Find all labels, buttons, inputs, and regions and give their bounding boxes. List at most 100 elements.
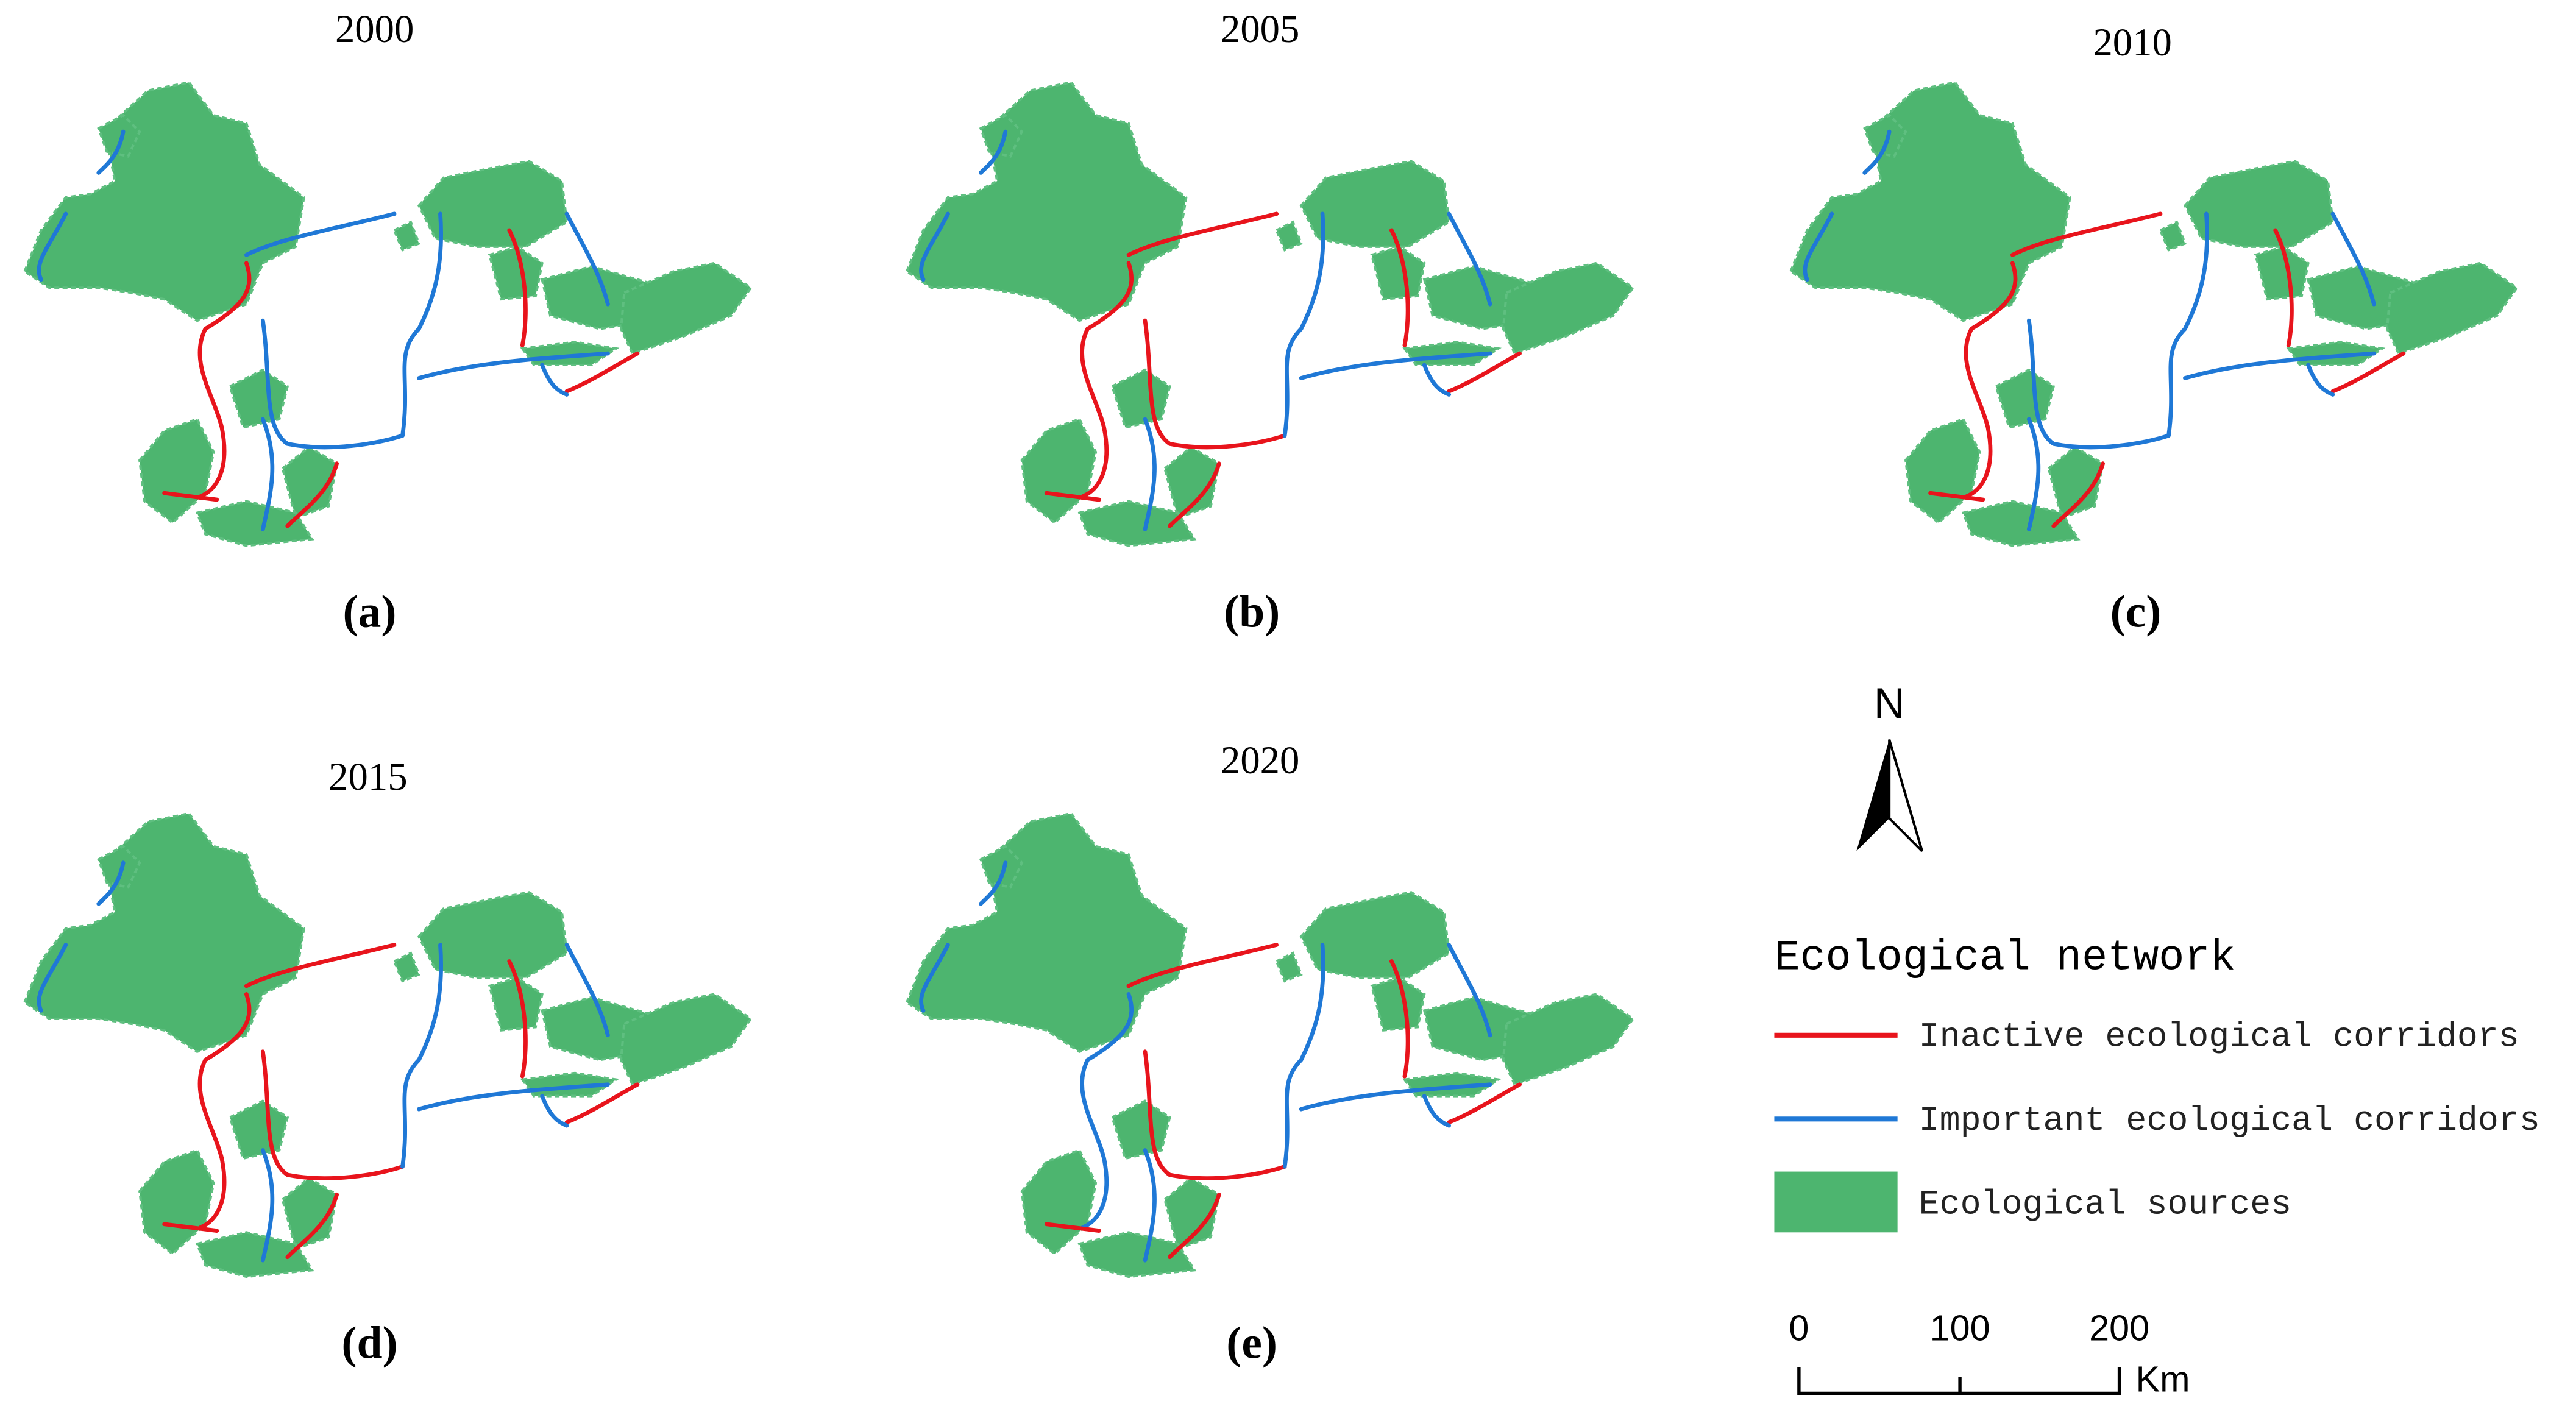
corridor xyxy=(564,351,640,394)
corridor xyxy=(2026,417,2041,531)
corridor xyxy=(1168,1192,1221,1260)
legend-title: Ecological network xyxy=(1774,935,2235,983)
corridor xyxy=(400,211,444,438)
ecological-source xyxy=(1863,113,1907,158)
panel-year: 2020 xyxy=(1221,738,1299,782)
corridor xyxy=(1389,228,1410,347)
ecological-source xyxy=(281,445,338,520)
scale-line xyxy=(1797,1367,2121,1395)
ecological-source xyxy=(1299,160,1450,248)
corridor xyxy=(1080,261,1134,498)
ecological-source xyxy=(979,113,1024,158)
corridor xyxy=(2183,351,2376,380)
ecological-source xyxy=(417,160,569,248)
ecological-source xyxy=(1789,81,2071,322)
panel-year: 2015 xyxy=(328,754,407,798)
ecological-source xyxy=(1077,1231,1197,1278)
ecological-source xyxy=(97,845,141,889)
scale-label: 100 xyxy=(1930,1308,1990,1349)
corridor xyxy=(1422,1094,1452,1128)
arrow-right xyxy=(1888,739,1924,853)
panel-label: (c) xyxy=(2110,587,2162,637)
ecological-source xyxy=(228,368,289,429)
corridor xyxy=(285,461,339,528)
corridor xyxy=(1282,943,1325,1169)
corridor xyxy=(1447,943,1492,1038)
ecological-source xyxy=(392,951,421,983)
ecological-source xyxy=(195,500,314,547)
corridor xyxy=(162,491,219,502)
ecological-source xyxy=(2047,445,2104,520)
corridor xyxy=(2306,363,2335,397)
legend: Ecological network Inactive ecological c… xyxy=(1774,935,2540,1233)
corridor xyxy=(979,860,1008,906)
corridor xyxy=(1126,211,1279,257)
ecological-source xyxy=(228,1099,289,1160)
ecological-source xyxy=(97,113,141,158)
ecological-source xyxy=(905,81,1188,322)
corridor xyxy=(285,1192,339,1260)
ecological-source xyxy=(1110,1099,1171,1160)
map-panel xyxy=(905,81,1635,547)
ecological-source xyxy=(1994,368,2056,429)
ecological-source xyxy=(2254,245,2310,301)
ecological-source xyxy=(1502,261,1635,355)
corridor xyxy=(2010,211,2163,257)
panel-label: (d) xyxy=(341,1317,397,1368)
ecological-source xyxy=(138,1149,215,1255)
scale-label: 200 xyxy=(2089,1308,2149,1349)
corridor xyxy=(1080,992,1134,1230)
corridor xyxy=(507,959,528,1079)
corridor xyxy=(1389,959,1410,1079)
corridor xyxy=(417,1082,610,1112)
ecological-source xyxy=(23,81,305,322)
ecological-source xyxy=(488,976,544,1032)
corridor xyxy=(197,992,252,1230)
ecological-source xyxy=(619,993,753,1087)
north-arrow: N xyxy=(1856,679,1924,853)
corridor xyxy=(1143,417,1157,531)
ecological-source xyxy=(1077,500,1197,547)
ecological-source xyxy=(2159,220,2187,252)
ecological-source xyxy=(1904,417,1981,525)
ecological-source xyxy=(1370,976,1426,1032)
corridor xyxy=(540,1094,569,1128)
scale-label: 0 xyxy=(1789,1308,1809,1349)
corridor xyxy=(197,261,252,498)
corridor xyxy=(1143,1148,1157,1263)
panel-label: (b) xyxy=(1224,587,1280,637)
corridor xyxy=(162,1222,219,1233)
map-panel xyxy=(1789,81,2519,547)
panel-label: (e) xyxy=(1226,1317,1277,1368)
corridor xyxy=(979,129,1008,175)
ecological-source xyxy=(392,220,421,252)
legend-green-patch xyxy=(1774,1171,1898,1233)
corridor xyxy=(2026,318,2171,450)
ecological-source xyxy=(905,812,1188,1053)
corridor xyxy=(1803,211,1834,282)
ecological-source xyxy=(138,417,215,525)
ecological-source xyxy=(1299,891,1450,979)
corridor xyxy=(2330,351,2406,394)
corridor xyxy=(1299,351,1492,380)
ecological-source xyxy=(1502,993,1635,1087)
ecological-source xyxy=(1163,1176,1221,1250)
map-panel xyxy=(905,812,1635,1278)
corridor xyxy=(1044,491,1101,502)
corridor xyxy=(507,228,528,347)
legend-item: Ecological sources xyxy=(1919,1185,2291,1224)
corridor xyxy=(1447,351,1522,394)
corridor xyxy=(1299,1082,1492,1112)
corridor xyxy=(564,211,610,307)
ecological-source xyxy=(1110,368,1171,429)
ecological-source xyxy=(1020,1149,1098,1255)
corridor xyxy=(260,1148,275,1263)
corridor xyxy=(37,943,68,1013)
ecological-source xyxy=(2183,160,2335,248)
panel-label: (a) xyxy=(343,587,397,637)
legend-item: Important ecological corridors xyxy=(1919,1101,2540,1140)
corridor xyxy=(400,943,444,1169)
ecological-source xyxy=(488,245,544,301)
ecological-source xyxy=(281,1176,338,1250)
